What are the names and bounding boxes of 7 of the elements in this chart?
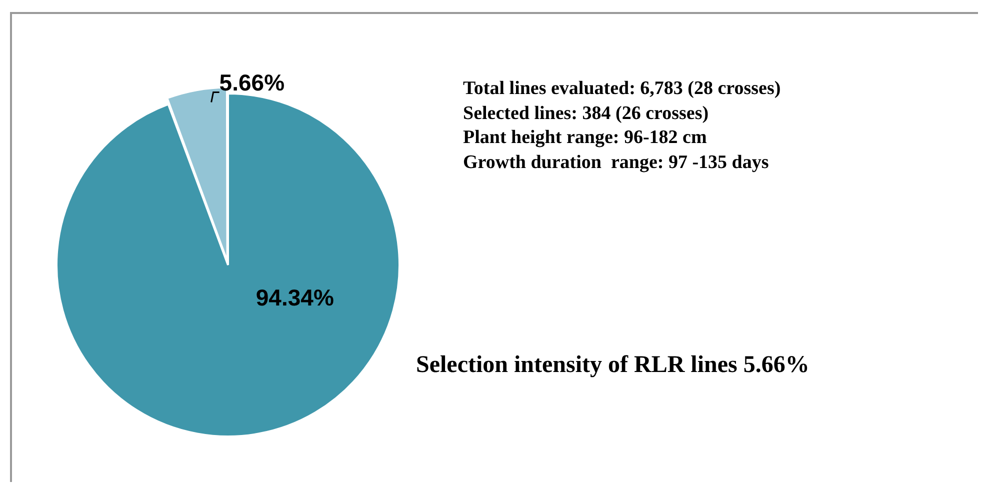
data-label: 94.34% [256,284,334,311]
text: Growth duration range: 97 -135 days [463,150,770,174]
text: Plant height range: 96-182 cm [463,126,708,150]
text: Selected lines: 384 (26 crosses) [463,102,710,126]
data-label: 5.66% [219,70,285,96]
text: Total lines evaluated: 6,783 (28 crosses) [463,77,781,101]
text: Selection intensity of RLR lines 5.66% [416,352,810,379]
